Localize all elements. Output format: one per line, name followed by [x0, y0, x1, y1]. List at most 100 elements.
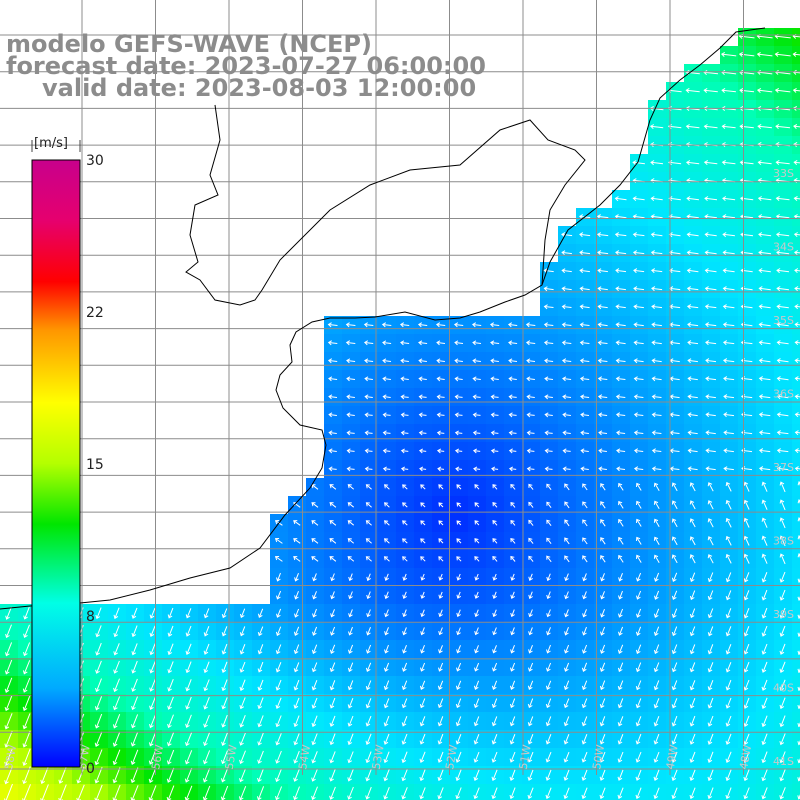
wind-arrow — [239, 661, 246, 673]
wind-arrow — [437, 698, 444, 709]
wind-arrow — [239, 732, 246, 746]
wind-arrow — [654, 590, 660, 600]
wind-arrow — [185, 679, 192, 692]
wind-arrow — [615, 376, 626, 382]
wind-arrow — [689, 733, 696, 745]
wind-arrow — [615, 304, 626, 310]
wind-arrow — [257, 626, 264, 637]
wind-arrow — [651, 448, 662, 454]
wind-arrow — [510, 609, 515, 618]
valid-date: valid date: 2023-08-03 12:00:00 — [42, 74, 477, 102]
wind-arrow — [113, 625, 120, 638]
wind-arrow — [510, 573, 515, 581]
wind-arrow — [758, 304, 771, 310]
wind-arrow — [347, 556, 355, 562]
wind-arrow — [636, 608, 642, 618]
wind-arrow — [650, 196, 663, 202]
wind-arrow — [239, 626, 246, 637]
wind-arrow — [597, 376, 608, 382]
wind-arrow — [293, 538, 301, 544]
wind-arrow — [779, 733, 786, 746]
wind-arrow — [633, 430, 644, 436]
wind-arrow — [508, 340, 518, 346]
wind-arrow — [617, 787, 624, 800]
wind-arrow — [437, 769, 444, 782]
wind-arrow — [220, 768, 229, 783]
wind-arrow — [5, 606, 12, 620]
wind-arrow — [293, 768, 300, 782]
wind-arrow — [112, 731, 121, 747]
wind-arrow — [723, 448, 734, 454]
wind-arrow — [456, 484, 462, 490]
wind-arrow — [490, 358, 499, 364]
wind-arrow — [597, 358, 608, 364]
wind-arrow — [618, 608, 624, 618]
wind-arrow — [473, 466, 481, 472]
wind-arrow — [792, 51, 800, 57]
wind-arrow — [293, 715, 300, 728]
wind-arrow — [528, 662, 534, 672]
wind-arrow — [365, 502, 372, 508]
wind-arrow — [725, 733, 732, 745]
colorbar-ramp — [31, 159, 81, 768]
wind-arrow — [597, 250, 609, 256]
wind-arrow — [618, 626, 624, 636]
wind-arrow — [761, 553, 768, 564]
wind-arrow — [758, 232, 772, 238]
wind-arrow — [704, 304, 717, 310]
wind-arrow — [508, 430, 517, 436]
wind-arrow — [725, 626, 732, 637]
wind-arrow — [794, 466, 800, 472]
wind-arrow — [653, 698, 660, 709]
wind-arrow — [382, 340, 392, 346]
wind-arrow — [257, 732, 264, 746]
wind-arrow — [582, 501, 588, 509]
wind-arrow — [616, 448, 626, 454]
wind-arrow — [779, 571, 786, 583]
wind-arrow — [185, 643, 192, 655]
wind-arrow — [651, 286, 663, 292]
wind-arrow — [418, 412, 427, 418]
wind-arrow — [275, 626, 282, 637]
wind-arrow — [311, 556, 319, 562]
wind-arrow — [650, 160, 664, 166]
wind-arrow — [402, 662, 408, 672]
wind-arrow — [546, 591, 551, 600]
wind-arrow — [400, 466, 409, 472]
wind-arrow — [635, 662, 642, 673]
wind-arrow — [599, 698, 606, 709]
wind-arrow — [527, 787, 534, 800]
wind-arrow — [508, 358, 518, 364]
wind-arrow — [366, 609, 371, 618]
wind-arrow — [707, 536, 714, 546]
wind-arrow — [23, 624, 30, 638]
wind-arrow — [365, 520, 372, 526]
wind-arrow — [364, 466, 373, 472]
wind-arrow — [94, 749, 103, 766]
wind-arrow — [473, 716, 480, 727]
wind-arrow — [546, 609, 551, 618]
wind-arrow — [779, 697, 786, 710]
wind-arrow — [707, 518, 714, 528]
wind-arrow — [345, 322, 356, 328]
latitude-label: 40S — [773, 682, 794, 695]
wind-arrow — [418, 448, 427, 454]
wind-arrow — [739, 123, 754, 129]
wind-arrow — [671, 680, 678, 691]
wind-arrow — [579, 304, 590, 310]
wind-arrow — [149, 678, 156, 692]
wind-speed-cell — [792, 658, 800, 677]
wind-arrow — [383, 520, 390, 526]
wind-arrow — [687, 412, 698, 418]
wind-arrow — [707, 554, 714, 564]
wind-arrow — [364, 430, 373, 436]
longitude-label: 51W — [517, 744, 534, 771]
wind-arrow — [743, 517, 750, 528]
wind-arrow — [722, 304, 735, 310]
wind-arrow — [761, 715, 768, 728]
wind-arrow — [294, 573, 299, 582]
wind-arrow — [148, 785, 157, 800]
wind-arrow — [419, 787, 426, 800]
wind-arrow — [776, 304, 789, 310]
wind-arrow — [402, 502, 408, 508]
